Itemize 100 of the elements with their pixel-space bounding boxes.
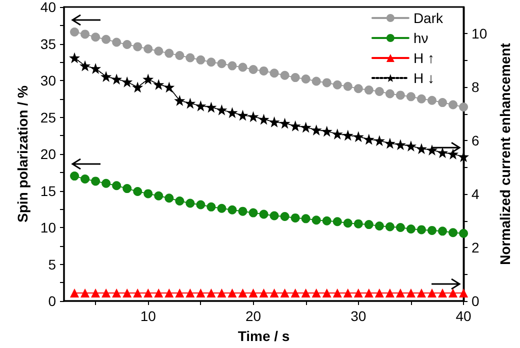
point — [217, 204, 226, 213]
point — [396, 90, 405, 100]
point — [270, 68, 279, 78]
point — [133, 186, 142, 196]
point — [195, 100, 206, 112]
point — [196, 200, 206, 210]
legend-label: H ↓ — [413, 70, 434, 86]
y-tick-label: 0 — [48, 293, 56, 309]
point — [427, 96, 436, 105]
point — [154, 288, 164, 298]
point — [80, 288, 90, 298]
point — [112, 38, 122, 47]
point — [216, 104, 228, 116]
point — [69, 52, 80, 64]
point — [270, 288, 279, 298]
point — [238, 206, 248, 216]
point — [322, 216, 332, 226]
point — [122, 184, 132, 194]
point — [142, 74, 154, 85]
point — [175, 196, 184, 206]
point — [122, 76, 133, 88]
point — [321, 126, 332, 137]
y2-tick-label: 4 — [472, 186, 480, 202]
x-axis-title: Time / s — [238, 328, 290, 344]
point — [70, 172, 80, 181]
point — [259, 66, 268, 76]
y2-tick-label: 10 — [472, 26, 488, 42]
point — [332, 80, 342, 90]
point — [300, 122, 312, 133]
point — [332, 217, 342, 226]
point — [217, 59, 226, 68]
point — [206, 102, 217, 113]
point — [175, 288, 184, 298]
point — [280, 212, 290, 221]
point — [238, 62, 248, 72]
point — [385, 288, 394, 298]
point — [396, 223, 405, 232]
point — [70, 27, 80, 36]
point — [280, 288, 290, 298]
point — [438, 288, 447, 298]
y2-axis-title: Normalized current enhancement — [497, 42, 513, 265]
y-tick-label: 10 — [40, 220, 56, 236]
point — [342, 130, 354, 141]
point — [448, 228, 458, 238]
point — [80, 174, 90, 184]
point — [312, 76, 321, 86]
point — [374, 87, 384, 96]
point — [438, 98, 447, 108]
point — [374, 135, 385, 146]
point — [90, 62, 102, 74]
y-tick-label: 40 — [40, 0, 56, 15]
point — [248, 111, 259, 122]
y-tick-label: 25 — [40, 109, 56, 126]
point — [364, 288, 374, 298]
point — [406, 224, 416, 234]
point — [80, 60, 91, 72]
point — [427, 226, 436, 235]
point — [91, 176, 100, 186]
point — [112, 288, 122, 298]
point — [343, 218, 352, 228]
point — [396, 288, 405, 298]
point — [343, 82, 352, 91]
point — [322, 288, 332, 298]
point — [175, 51, 184, 60]
y-tick-label: 35 — [40, 36, 56, 52]
point — [258, 114, 270, 125]
point — [459, 288, 468, 298]
x-tick-label: 40 — [456, 308, 472, 324]
point — [102, 178, 111, 188]
point — [122, 288, 132, 298]
point — [102, 288, 111, 298]
point — [448, 148, 459, 160]
point — [374, 288, 384, 298]
point — [363, 134, 374, 145]
point — [301, 288, 310, 298]
point — [196, 288, 206, 298]
legend-label: H ↑ — [413, 50, 434, 66]
point — [228, 288, 237, 298]
point — [301, 214, 310, 224]
point — [312, 216, 321, 225]
point — [154, 191, 164, 200]
x-tick-label: 30 — [350, 308, 366, 324]
point — [354, 288, 363, 298]
legend-label: Dark — [413, 10, 444, 26]
point — [248, 64, 258, 74]
point — [385, 89, 394, 98]
point — [154, 46, 164, 56]
point — [406, 92, 416, 102]
point — [196, 55, 206, 64]
point — [280, 70, 290, 80]
point — [405, 140, 416, 152]
point — [186, 288, 195, 298]
point — [237, 110, 248, 121]
point — [248, 208, 258, 218]
point — [416, 143, 427, 154]
point — [206, 288, 216, 298]
y-axis-title: Spin polarization / % — [14, 85, 31, 222]
point — [111, 74, 122, 85]
point — [354, 219, 363, 228]
point — [133, 288, 142, 298]
